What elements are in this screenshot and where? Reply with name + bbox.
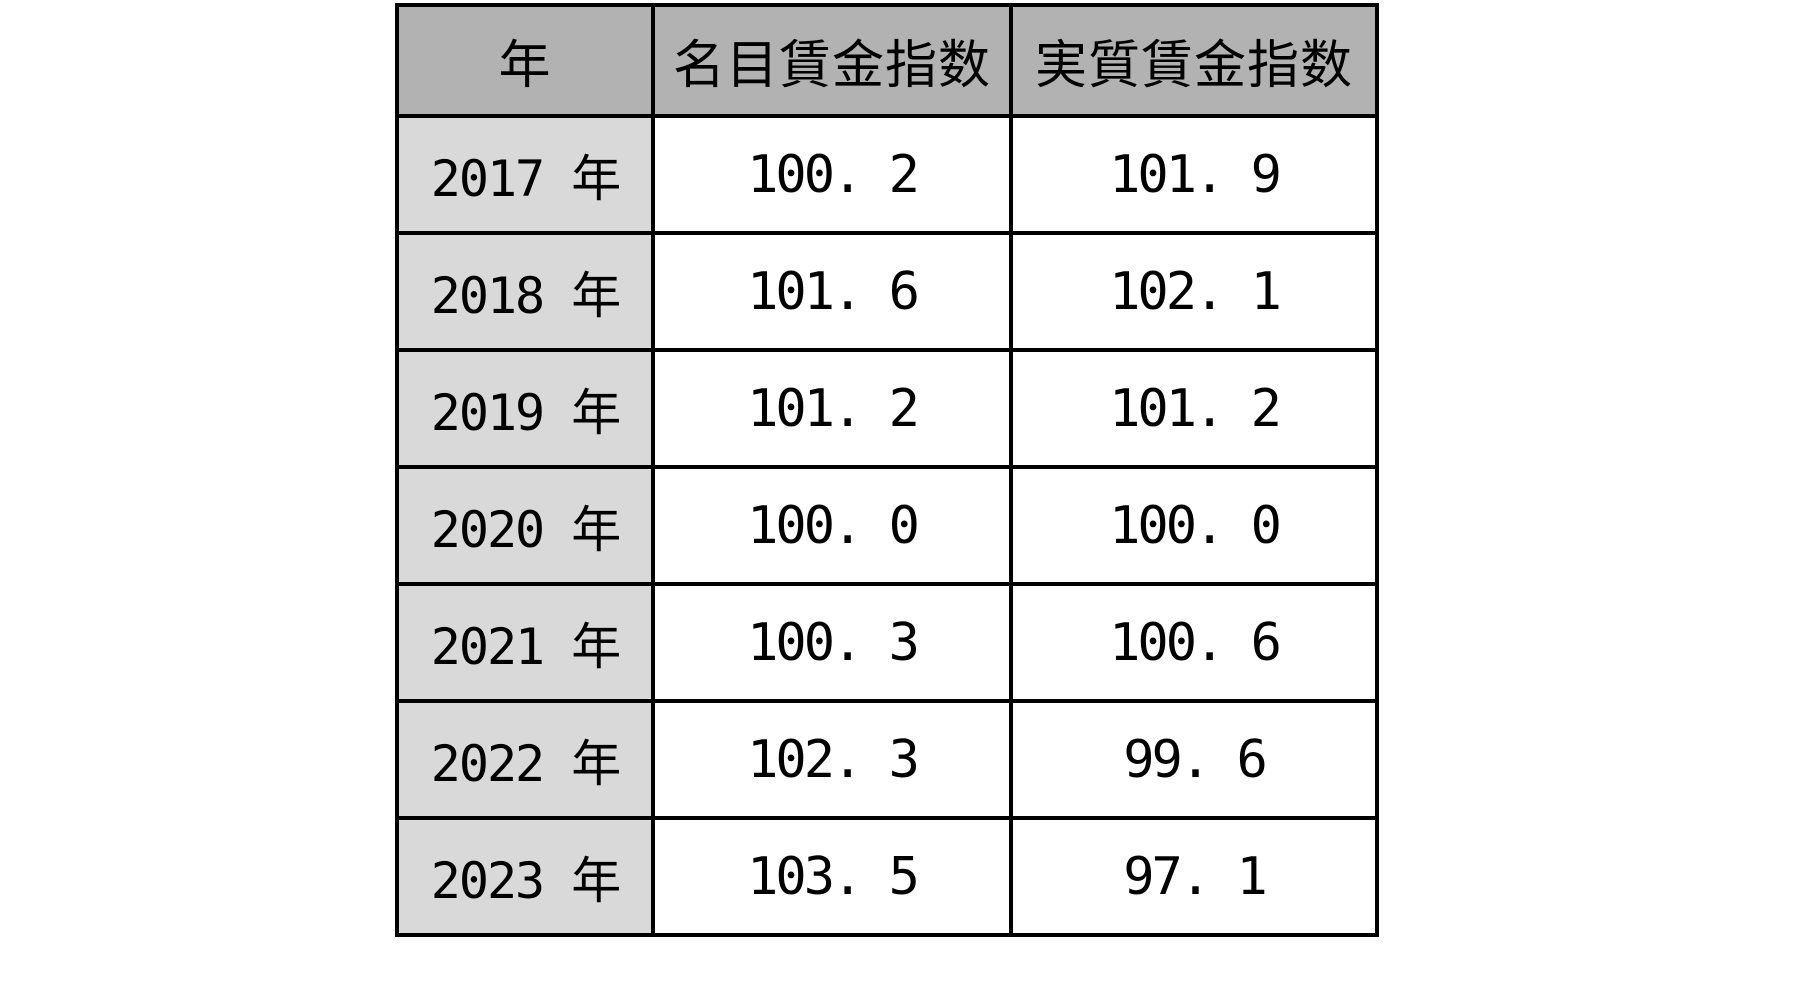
year-cell: 2019 年: [395, 348, 655, 469]
real-wage-cell: 101. 9: [1009, 114, 1379, 235]
header-cell-real-wage-index: 実質賃金指数: [1009, 3, 1379, 118]
table-row: 2022 年 102. 3 99. 6: [395, 699, 1379, 820]
year-cell: 2020 年: [395, 465, 655, 586]
real-wage-cell: 97. 1: [1009, 816, 1379, 937]
header-row: 年 名目賃金指数 実質賃金指数: [395, 3, 1379, 118]
table-row: 2021 年 100. 3 100. 6: [395, 582, 1379, 703]
wage-index-table: 年 名目賃金指数 実質賃金指数 2017 年 100. 2 101. 9 201…: [395, 3, 1379, 937]
header-cell-year: 年: [395, 3, 655, 118]
nominal-wage-cell: 100. 3: [651, 582, 1013, 703]
real-wage-cell: 100. 6: [1009, 582, 1379, 703]
year-cell: 2018 年: [395, 231, 655, 352]
year-cell: 2023 年: [395, 816, 655, 937]
header-cell-nominal-wage-index: 名目賃金指数: [651, 3, 1013, 118]
real-wage-cell: 99. 6: [1009, 699, 1379, 820]
table-row: 2020 年 100. 0 100. 0: [395, 465, 1379, 586]
year-cell: 2021 年: [395, 582, 655, 703]
real-wage-cell: 102. 1: [1009, 231, 1379, 352]
nominal-wage-cell: 100. 0: [651, 465, 1013, 586]
nominal-wage-cell: 100. 2: [651, 114, 1013, 235]
table-row: 2018 年 101. 6 102. 1: [395, 231, 1379, 352]
nominal-wage-cell: 102. 3: [651, 699, 1013, 820]
year-cell: 2017 年: [395, 114, 655, 235]
wage-index-table-container: 年 名目賃金指数 実質賃金指数 2017 年 100. 2 101. 9 201…: [395, 3, 1379, 937]
table-row: 2019 年 101. 2 101. 2: [395, 348, 1379, 469]
real-wage-cell: 100. 0: [1009, 465, 1379, 586]
nominal-wage-cell: 101. 6: [651, 231, 1013, 352]
table-row: 2023 年 103. 5 97. 1: [395, 816, 1379, 937]
nominal-wage-cell: 103. 5: [651, 816, 1013, 937]
year-cell: 2022 年: [395, 699, 655, 820]
table-row: 2017 年 100. 2 101. 9: [395, 114, 1379, 235]
nominal-wage-cell: 101. 2: [651, 348, 1013, 469]
real-wage-cell: 101. 2: [1009, 348, 1379, 469]
